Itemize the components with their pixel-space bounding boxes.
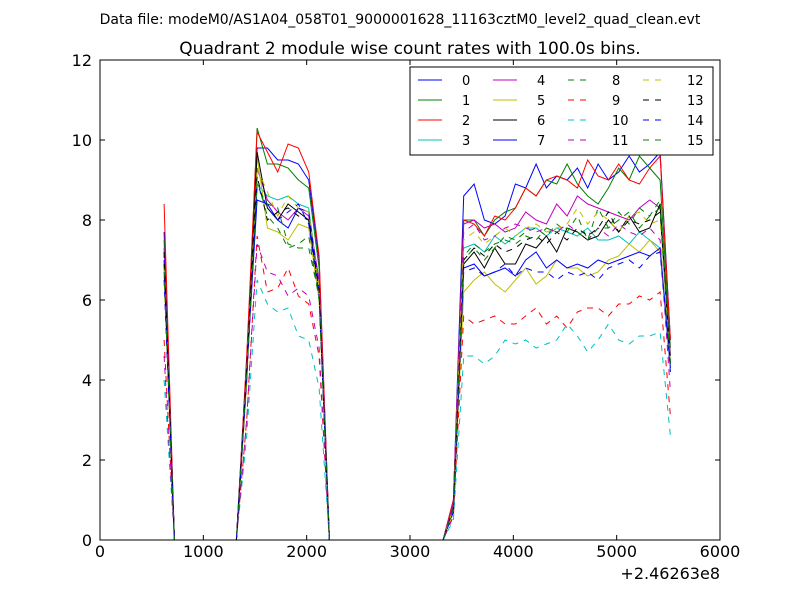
x-tick-label: 6000 xyxy=(700,542,741,561)
legend-label-2: 2 xyxy=(462,114,470,129)
x-tick-label: 0 xyxy=(95,542,105,561)
y-tick-label: 0 xyxy=(82,531,92,550)
legend-label-1: 1 xyxy=(462,94,470,109)
legend-label-11: 11 xyxy=(612,134,629,149)
y-tick-label: 8 xyxy=(82,211,92,230)
series-line-11 xyxy=(163,223,671,541)
data-file-label: Data file: modeM0/AS1A04_058T01_90000016… xyxy=(100,12,701,28)
plot-series xyxy=(163,127,671,541)
legend-label-13: 13 xyxy=(687,94,704,109)
x-tick-label: 2000 xyxy=(286,542,327,561)
legend-label-5: 5 xyxy=(537,94,545,109)
x-tick-label: 5000 xyxy=(596,542,637,561)
legend-label-8: 8 xyxy=(612,74,620,89)
series-line-15 xyxy=(163,179,671,541)
legend-label-6: 6 xyxy=(537,114,545,129)
legend-label-15: 15 xyxy=(687,134,704,149)
legend-label-12: 12 xyxy=(687,74,704,89)
x-offset-label: +2.46263e8 xyxy=(620,564,720,583)
legend-label-7: 7 xyxy=(537,134,545,149)
chart-title: Quadrant 2 module wise count rates with … xyxy=(179,39,640,59)
legend-label-4: 4 xyxy=(537,74,545,89)
series-line-10 xyxy=(163,279,671,541)
legend-label-3: 3 xyxy=(462,134,470,149)
legend-label-10: 10 xyxy=(612,114,629,129)
legend-label-9: 9 xyxy=(612,94,620,109)
x-tick-label: 4000 xyxy=(493,542,534,561)
y-tick-label: 12 xyxy=(72,51,92,70)
legend-box xyxy=(409,66,714,156)
x-tick-label: 1000 xyxy=(183,542,224,561)
y-tick-label: 6 xyxy=(82,291,92,310)
y-tick-label: 10 xyxy=(72,131,92,150)
y-tick-label: 4 xyxy=(82,371,92,390)
x-tick-label: 3000 xyxy=(390,542,431,561)
y-tick-label: 2 xyxy=(82,451,92,470)
legend-label-0: 0 xyxy=(462,74,470,89)
legend-label-14: 14 xyxy=(687,114,704,129)
series-line-8 xyxy=(163,186,671,541)
